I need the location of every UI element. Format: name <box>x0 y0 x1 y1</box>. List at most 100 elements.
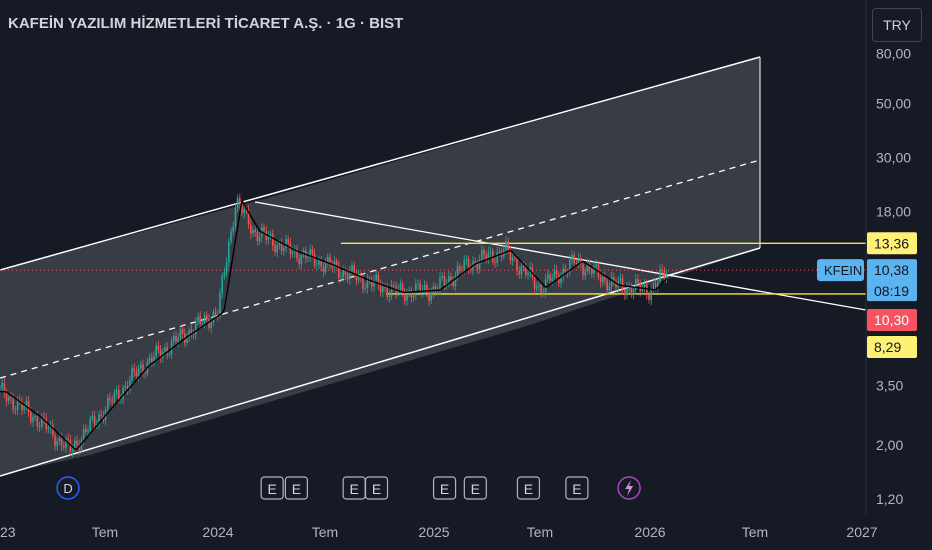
candle-body <box>65 438 67 448</box>
channel-upper-line <box>0 56 761 271</box>
candle-body <box>223 272 226 276</box>
resistance-label-bg <box>867 232 917 255</box>
candle-body <box>239 197 241 205</box>
candle-body <box>650 289 652 300</box>
candle-body <box>219 293 221 316</box>
candle-body <box>628 286 630 288</box>
candle-body <box>527 273 529 275</box>
candle-body <box>362 277 364 290</box>
candle-body <box>555 269 558 275</box>
candle-body <box>571 255 573 261</box>
candle-body <box>243 209 245 214</box>
earnings-marker <box>516 476 541 500</box>
candle-body <box>470 269 472 271</box>
price-tick-label: 30,00 <box>876 149 911 165</box>
candle-body <box>109 397 111 401</box>
candle-body <box>591 269 593 274</box>
candle-body <box>173 335 175 341</box>
candle-body <box>307 257 309 259</box>
candle-body <box>487 252 490 260</box>
candle-body <box>489 251 492 253</box>
time-tick-label: 2025 <box>418 524 449 540</box>
candle-body <box>377 274 380 285</box>
candle-body <box>137 368 140 377</box>
symbol-tag-bg <box>817 259 864 282</box>
red-level-label-bg <box>867 309 917 331</box>
candle-body <box>212 311 215 322</box>
candle-body <box>85 429 87 432</box>
candle-body <box>588 263 591 270</box>
candle-body <box>569 260 571 273</box>
time-tick-label: 2027 <box>846 524 877 540</box>
candle-body <box>263 227 265 232</box>
candle-body <box>129 380 131 390</box>
price-labels: 13,36 KFEIN 10,38 08:19 10,30 8,29 <box>817 232 917 358</box>
candle-body <box>349 271 351 280</box>
candle-body <box>98 414 100 425</box>
candle-body <box>659 269 661 282</box>
candle-body <box>626 287 628 296</box>
candle-body <box>443 275 446 286</box>
candle-body <box>122 387 124 399</box>
candle-body <box>619 278 622 281</box>
candle-body <box>621 278 624 290</box>
candle-body <box>280 243 283 251</box>
currency-button[interactable]: TRY <box>872 8 922 42</box>
last-price-label-bg <box>867 259 917 302</box>
candle-body <box>289 243 292 255</box>
chart-title: KAFEİN YAZILIM HİZMETLERİ TİCARET A.Ş. ·… <box>8 15 404 32</box>
candle-body <box>140 364 142 369</box>
candle-body <box>566 272 569 274</box>
candle-body <box>340 277 342 279</box>
candle-body <box>465 259 468 261</box>
candle-body <box>366 278 369 289</box>
candle-body <box>522 265 525 267</box>
candle-body <box>278 243 281 245</box>
candle-body <box>417 283 419 285</box>
candle-body <box>461 269 463 271</box>
candle-body <box>452 280 454 286</box>
time-tick-label: Tem <box>527 524 553 540</box>
candle-body <box>252 229 254 234</box>
candle-body <box>415 283 417 296</box>
candle-body <box>164 347 166 353</box>
candle-body <box>250 224 252 234</box>
candle-body <box>5 393 8 402</box>
earnings-marker-label: E <box>572 481 581 497</box>
candle-body <box>230 231 232 243</box>
candle-body <box>241 204 243 214</box>
candle-body <box>135 371 138 377</box>
candle-body <box>357 274 360 281</box>
plot-area[interactable] <box>0 56 867 477</box>
candle-body <box>272 233 274 246</box>
candle-body <box>454 276 457 286</box>
candle-body <box>652 283 655 290</box>
support-label-bg <box>867 336 917 358</box>
trendline <box>254 201 867 311</box>
candle-body <box>188 329 190 338</box>
candle-body <box>412 295 415 298</box>
candle-body <box>511 257 514 261</box>
candle-body <box>496 252 498 263</box>
candle-body <box>82 429 85 440</box>
candle-body <box>93 416 96 426</box>
candle-body <box>520 265 523 275</box>
resistance-label: 13,36 <box>867 232 917 255</box>
candle-body <box>639 282 641 292</box>
time-tick-label: Tem <box>92 524 118 540</box>
price-axis[interactable]: 80,00 50,00 30,00 18,00 3,50 2,00 1,20 <box>876 45 911 507</box>
candle-body <box>657 281 659 288</box>
candle-body <box>388 295 391 298</box>
candle-body <box>214 311 217 315</box>
candle-body <box>586 263 589 272</box>
candle-body <box>126 386 129 390</box>
candle-body <box>533 276 536 289</box>
candle-body <box>478 260 481 269</box>
candle-body <box>311 249 314 254</box>
dividend-marker-label: D <box>63 481 72 496</box>
candle-body <box>459 266 461 270</box>
candle-body <box>111 400 113 403</box>
candle-body <box>131 368 133 381</box>
